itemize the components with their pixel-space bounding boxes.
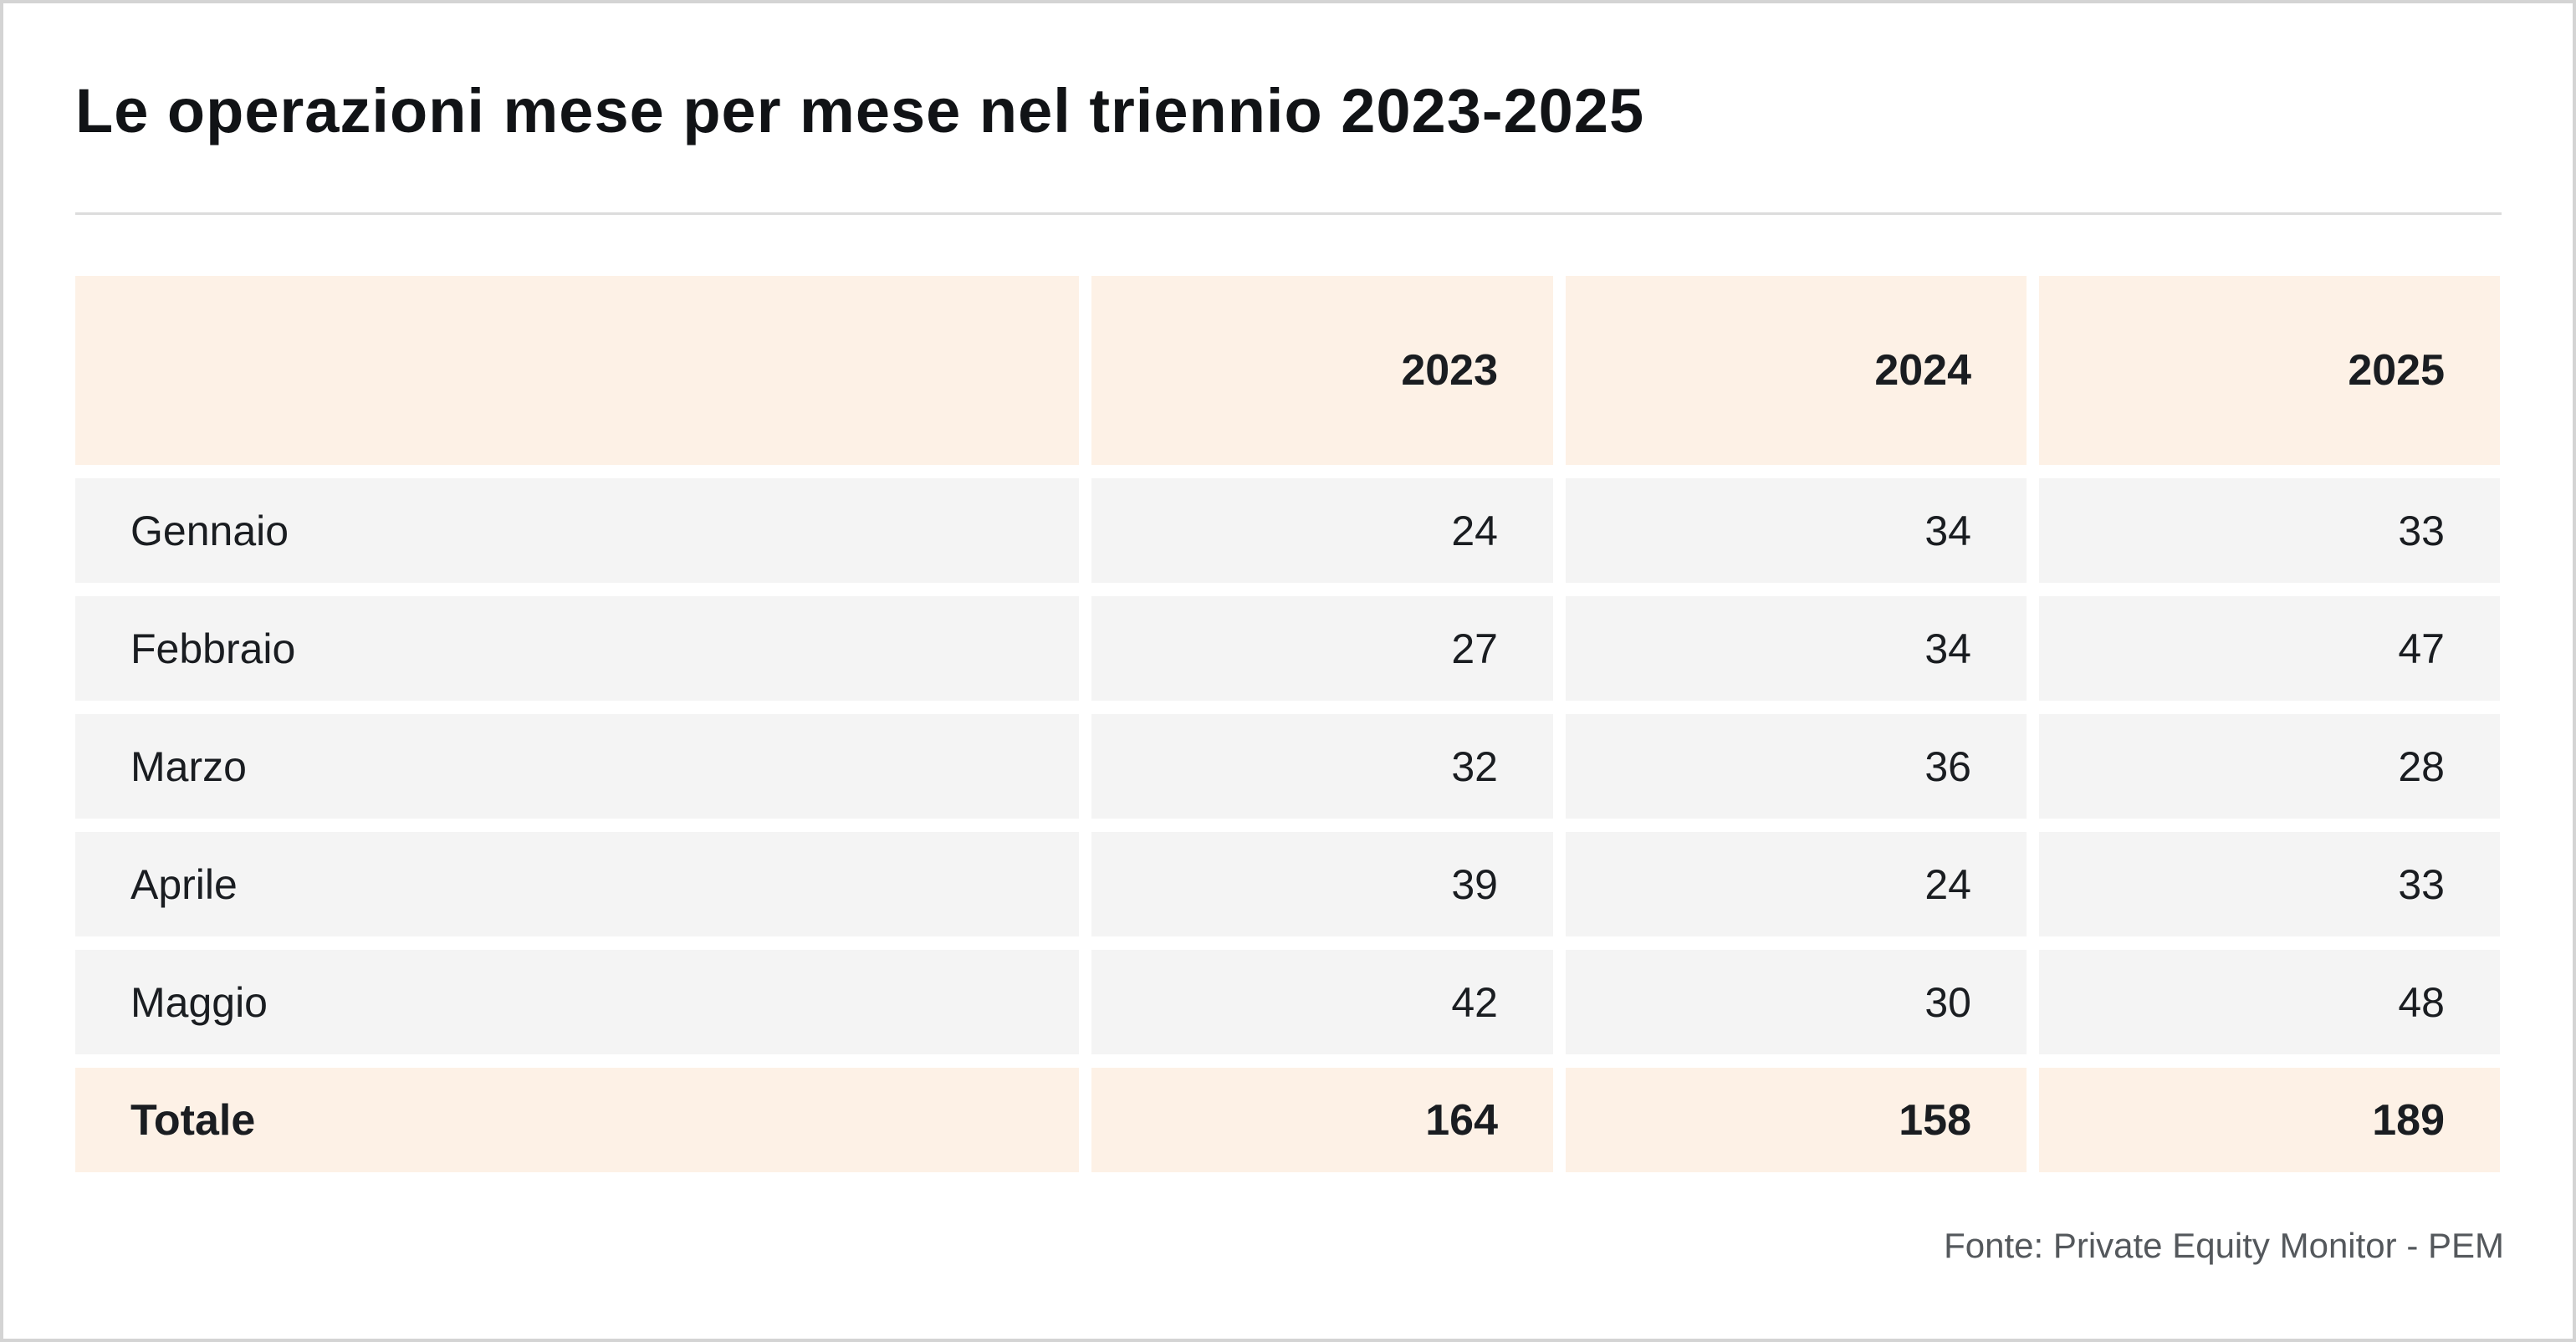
header-year-2025: 2025 bbox=[2039, 276, 2500, 465]
value-cell: 24 bbox=[1566, 832, 2027, 936]
total-value-cell: 189 bbox=[2039, 1068, 2500, 1172]
header-empty-cell bbox=[75, 276, 1079, 465]
value-cell: 27 bbox=[1091, 596, 1553, 701]
header-year-2024: 2024 bbox=[1566, 276, 2027, 465]
total-value-cell: 158 bbox=[1566, 1068, 2027, 1172]
value-cell: 47 bbox=[2039, 596, 2500, 701]
value-cell: 36 bbox=[1566, 714, 2027, 819]
month-label: Maggio bbox=[75, 950, 1079, 1054]
total-label: Totale bbox=[75, 1068, 1079, 1172]
value-cell: 32 bbox=[1091, 714, 1553, 819]
value-cell: 34 bbox=[1566, 478, 2027, 583]
value-cell: 39 bbox=[1091, 832, 1553, 936]
value-cell: 33 bbox=[2039, 832, 2500, 936]
month-label: Gennaio bbox=[75, 478, 1079, 583]
month-label: Febbraio bbox=[75, 596, 1079, 701]
source-note: Fonte: Private Equity Monitor - PEM bbox=[1944, 1226, 2504, 1265]
operations-table: 2023 2024 2025 Gennaio 24 34 33 Febbraio… bbox=[75, 276, 2500, 1172]
value-cell: 30 bbox=[1566, 950, 2027, 1054]
value-cell: 28 bbox=[2039, 714, 2500, 819]
total-value-cell: 164 bbox=[1091, 1068, 1553, 1172]
value-cell: 33 bbox=[2039, 478, 2500, 583]
month-label: Marzo bbox=[75, 714, 1079, 819]
value-cell: 42 bbox=[1091, 950, 1553, 1054]
title-divider bbox=[75, 212, 2502, 215]
value-cell: 48 bbox=[2039, 950, 2500, 1054]
value-cell: 24 bbox=[1091, 478, 1553, 583]
header-year-2023: 2023 bbox=[1091, 276, 1553, 465]
month-label: Aprile bbox=[75, 832, 1079, 936]
page-title: Le operazioni mese per mese nel triennio… bbox=[75, 76, 1645, 145]
value-cell: 34 bbox=[1566, 596, 2027, 701]
